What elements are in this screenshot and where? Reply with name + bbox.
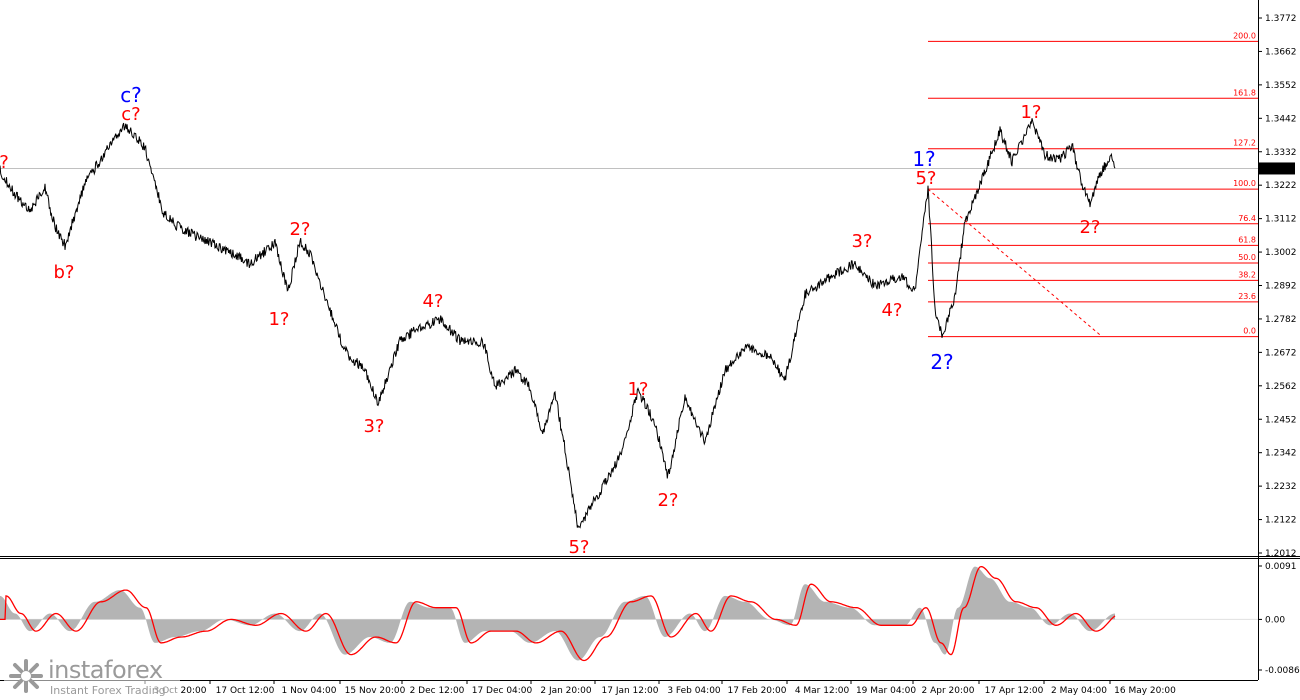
price-tick-label: 1.2782 [1265, 315, 1297, 325]
wave-label: 4? [881, 300, 902, 321]
price-tick-label: 1.2452 [1265, 415, 1297, 425]
time-tick-label: 17 Oct 12:00 [216, 686, 275, 696]
price-tick-label: 1.2122 [1265, 516, 1297, 526]
osc-tick-label: 0.00 [1265, 615, 1285, 625]
time-tick-label: 1 Nov 04:00 [282, 686, 337, 696]
wave-label: 1? [627, 379, 648, 400]
fib-level-label: 38.2 [1238, 270, 1256, 279]
fib-level-label: 50.0 [1238, 253, 1256, 262]
time-tick-label: 2 Apr 20:00 [922, 686, 975, 696]
fib-level-label: 100.0 [1233, 179, 1256, 188]
time-tick-label: 17 Apr 12:00 [985, 686, 1044, 696]
price-tick-label: 1.2672 [1265, 348, 1297, 358]
time-tick-label: 2 May 04:00 [1051, 686, 1107, 696]
wave-label: 1? [268, 309, 289, 330]
fib-level-label: 200.0 [1233, 31, 1256, 40]
wave-label: 2? [289, 219, 310, 240]
time-tick-label: 17 Feb 20:00 [727, 686, 786, 696]
wave-label: 2? [930, 350, 953, 374]
price-tick-label: 1.2892 [1265, 282, 1297, 292]
time-tick-label: 19 Mar 04:00 [856, 686, 916, 696]
price-tick-label: 1.2012 [1265, 549, 1297, 559]
wave-label: 1? [1020, 102, 1041, 123]
time-tick-label: 15 Nov 20:00 [345, 686, 406, 696]
wave-label: 2? [657, 490, 678, 511]
price-tick-label: 1.3552 [1265, 81, 1297, 91]
wave-label: c? [121, 104, 140, 125]
price-line [0, 118, 1116, 529]
price-tick-label: 1.3222 [1265, 181, 1297, 191]
osc-tick-label: -0.00862 [1265, 666, 1300, 676]
osc-tick-label: 0.0091 [1265, 562, 1297, 572]
price-tick-label: 1.3662 [1265, 47, 1297, 57]
wave-label: c? [120, 83, 142, 107]
time-tick-label: 3 Oct 20:00 [154, 686, 207, 696]
wave-label: 5? [915, 168, 936, 189]
osc-signal-line [0, 565, 1116, 662]
wave-label: 2? [1079, 217, 1100, 238]
fib-level-label: 0.0 [1243, 327, 1256, 336]
watermark: instaforex Instant Forex Trading [4, 656, 180, 697]
time-tick-label: 17 Jan 12:00 [602, 686, 659, 696]
time-tick-label: 2 Jan 20:00 [540, 686, 592, 696]
fib-level-label: 61.8 [1238, 235, 1256, 244]
time-tick-label: 17 Dec 04:00 [472, 686, 533, 696]
time-tick-label: 16 May 20:00 [1114, 686, 1176, 696]
current-price-label: 1.3277 [1262, 164, 1294, 174]
price-tick-label: 1.2562 [1265, 382, 1297, 392]
fib-level-label: 161.8 [1233, 88, 1256, 97]
wave-label: ? [0, 152, 9, 173]
price-tick-label: 1.2232 [1265, 482, 1297, 492]
osc-histogram [0, 566, 1115, 661]
wave-label: 5? [568, 537, 589, 558]
price-tick-label: 1.3332 [1265, 148, 1297, 158]
fib-level-label: 127.2 [1233, 139, 1256, 148]
time-tick-label: 4 Mar 12:00 [795, 686, 850, 696]
wave-label: 3? [851, 231, 872, 252]
wave-label: b? [54, 262, 75, 283]
instaforex-logo-icon [9, 659, 43, 693]
current-price-box [1259, 162, 1295, 175]
time-tick-label: 2 Dec 12:00 [410, 686, 465, 696]
price-tick-label: 1.2342 [1265, 449, 1297, 459]
price-tick-label: 1.3112 [1265, 215, 1297, 225]
watermark-brand: instaforex [48, 656, 163, 684]
wave-label: 4? [422, 291, 443, 312]
wave-label: 1? [912, 147, 935, 171]
price-tick-label: 1.3002 [1265, 248, 1297, 258]
time-tick-label: 3 Feb 04:00 [667, 686, 721, 696]
watermark-tagline: Instant Forex Trading [50, 684, 166, 697]
fib-trendline [927, 188, 1103, 337]
price-tick-label: 1.3442 [1265, 114, 1297, 124]
fib-level-label: 76.4 [1238, 214, 1256, 223]
fib-level-label: 23.6 [1238, 292, 1256, 301]
price-tick-label: 1.3772 [1265, 14, 1297, 24]
wave-label: 3? [363, 416, 384, 437]
